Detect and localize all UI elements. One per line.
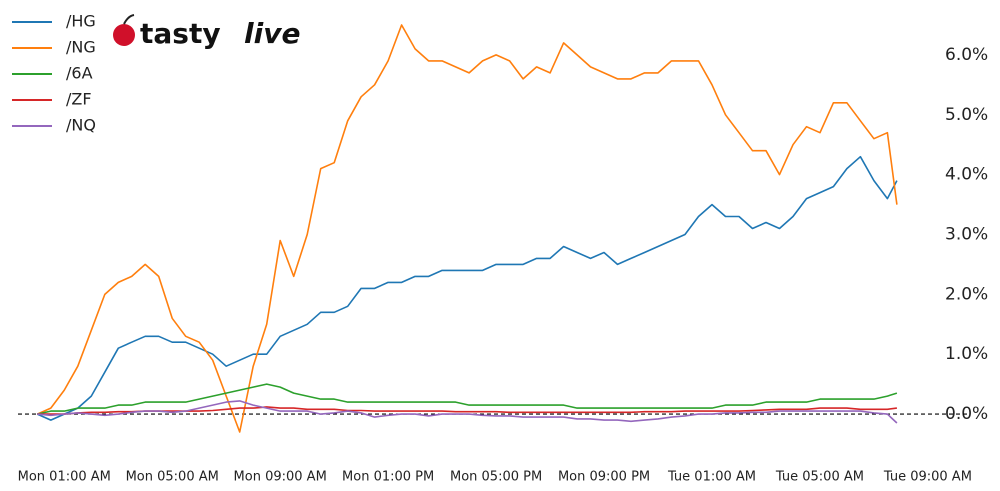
y-tick-label: 2.0% <box>945 284 988 304</box>
legend-label: /NQ <box>66 116 96 135</box>
y-tick-label: 5.0% <box>945 105 988 125</box>
logo-icon <box>113 24 135 46</box>
x-tick-label: Mon 05:00 PM <box>450 470 542 485</box>
y-tick-label: 4.0% <box>945 165 988 185</box>
y-tick-label: 3.0% <box>945 224 988 244</box>
series-line <box>37 383 898 415</box>
x-tick-label: Tue 05:00 AM <box>775 470 864 485</box>
x-tick-label: Tue 01:00 AM <box>667 470 756 485</box>
y-tick-label: 1.0% <box>945 344 988 364</box>
logo-stem <box>123 14 135 25</box>
series-line <box>36 155 898 421</box>
series-line <box>36 24 898 433</box>
series-line <box>37 400 898 424</box>
x-tick-label: Tue 09:00 AM <box>883 470 972 485</box>
x-tick-label: Mon 01:00 PM <box>342 470 434 485</box>
legend-label: /ZF <box>66 90 92 109</box>
legend-label: /6A <box>66 64 93 83</box>
legend-label: /HG <box>66 12 96 31</box>
logo-text: live <box>244 17 300 50</box>
x-tick-label: Mon 09:00 PM <box>558 470 650 485</box>
x-tick-label: Mon 09:00 AM <box>234 470 327 485</box>
logo-text: tasty <box>140 17 221 50</box>
logo: tasty live <box>113 14 300 50</box>
legend-label: /NG <box>66 38 96 57</box>
x-tick-label: Mon 05:00 AM <box>126 470 219 485</box>
series-line <box>37 406 898 415</box>
y-tick-label: 6.0% <box>945 45 988 65</box>
x-tick-label: Mon 01:00 AM <box>18 470 111 485</box>
